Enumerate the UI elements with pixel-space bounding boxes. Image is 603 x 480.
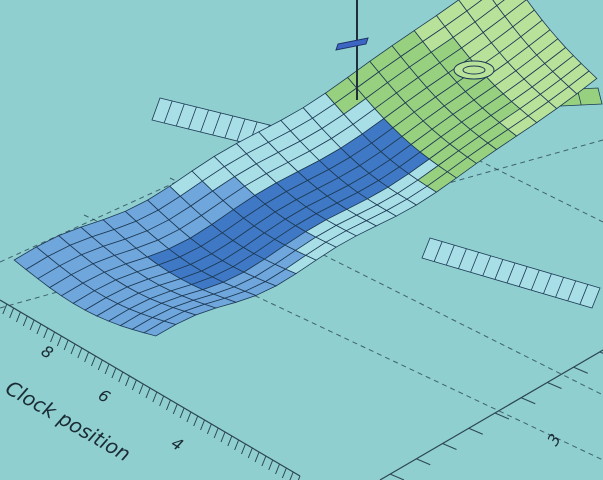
x-axis-tick [2, 303, 8, 315]
x-axis-tick [234, 439, 240, 451]
y-axis-line [379, 349, 603, 480]
x-axis-tick [289, 471, 294, 480]
x-axis-tick [297, 475, 301, 480]
x-axis-tick [275, 463, 281, 475]
right-lower-strip-rib [555, 277, 564, 298]
x-axis-tick [22, 315, 28, 327]
right-lower-strip-rib [530, 269, 540, 291]
x-axis-tick [77, 347, 83, 359]
x-axis-tick [56, 335, 62, 347]
x-axis-tick [227, 435, 233, 447]
left-upper-strip-rib [224, 115, 234, 139]
x-axis-tick [70, 343, 76, 355]
x-axis-tick [247, 447, 253, 459]
left-upper-strip-rib [200, 109, 209, 133]
x-axis-tick [63, 339, 69, 351]
x-axis-tick [281, 467, 287, 479]
x-axis-tick [240, 443, 246, 455]
x-axis-tick [152, 391, 158, 403]
surface-cell [568, 70, 598, 95]
surface-mesh [13, 0, 598, 337]
x-axis-tick [9, 307, 15, 319]
y-axis-tick [599, 351, 603, 354]
floor-grid-line [83, 214, 603, 461]
x-axis-tick [186, 411, 192, 423]
x-axis-tick [200, 419, 206, 431]
x-axis-tick [193, 415, 199, 427]
right-lower-strip-rib [579, 284, 589, 305]
x-axis-tick [138, 383, 144, 395]
x-axis-tick [104, 363, 110, 375]
y-axis-tick [547, 382, 562, 389]
x-axis-tick [15, 311, 21, 323]
y-axis-tick [573, 366, 588, 374]
right-lower-strip-rib [433, 241, 443, 262]
x-axis-tick [125, 375, 131, 387]
x-axis-tick [145, 387, 151, 399]
right-lower-strip-rib [567, 280, 577, 302]
x-axis-tick [118, 371, 124, 383]
axis-marker [335, 37, 369, 51]
right-lower-strip-rib [470, 252, 479, 273]
right-lower-strip-rib [543, 273, 552, 294]
x-axis-tick [29, 319, 35, 331]
left-upper-strip-rib [188, 106, 197, 130]
x-axis-tick [179, 407, 185, 419]
y-axis-tick [442, 443, 457, 450]
peak-marker [453, 60, 495, 80]
right-lower-strip-rib [506, 262, 516, 284]
x-axis-tick [254, 451, 260, 463]
right-lower-strip-rib [458, 248, 467, 269]
x-axis-tick [36, 323, 42, 335]
y-axis-tick [416, 458, 431, 466]
y-axis-tick [494, 412, 510, 420]
x-axis-tick [97, 359, 103, 371]
x-axis-tick [165, 399, 171, 411]
x-axis-tick [50, 331, 56, 343]
x-axis-tick [213, 427, 219, 439]
left-upper-strip-rib [236, 118, 246, 142]
left-upper-strip-rib [212, 112, 222, 136]
right-lower-strip-rib [494, 259, 504, 280]
x-axis-tick [268, 459, 274, 471]
x-axis-tick [261, 455, 267, 467]
x-axis-tick [43, 327, 49, 339]
right-lower-strip-rib [482, 255, 492, 277]
right-lower-strip-rib [445, 244, 455, 266]
x-axis-tick [111, 367, 117, 379]
x-axis-tick [159, 395, 165, 407]
x-axis-tick [206, 423, 212, 435]
x-axis-tick [172, 403, 178, 415]
y-axis-tick [521, 397, 536, 405]
surface-cell [492, 0, 505, 7]
y-axis-tick [468, 427, 483, 435]
peak-marker-inner [462, 65, 486, 75]
x-axis-tick [84, 351, 90, 363]
x-axis-tick [220, 431, 226, 443]
x-axis-tick [131, 379, 137, 391]
surface-cell [458, 0, 483, 12]
x-axis-tick [90, 355, 96, 367]
surface-cell [496, 0, 527, 17]
left-upper-strip-rib [163, 100, 173, 124]
left-upper-strip-rib [175, 103, 185, 127]
right-lower-strip-rib [518, 266, 528, 287]
y-axis-tick [389, 473, 405, 480]
